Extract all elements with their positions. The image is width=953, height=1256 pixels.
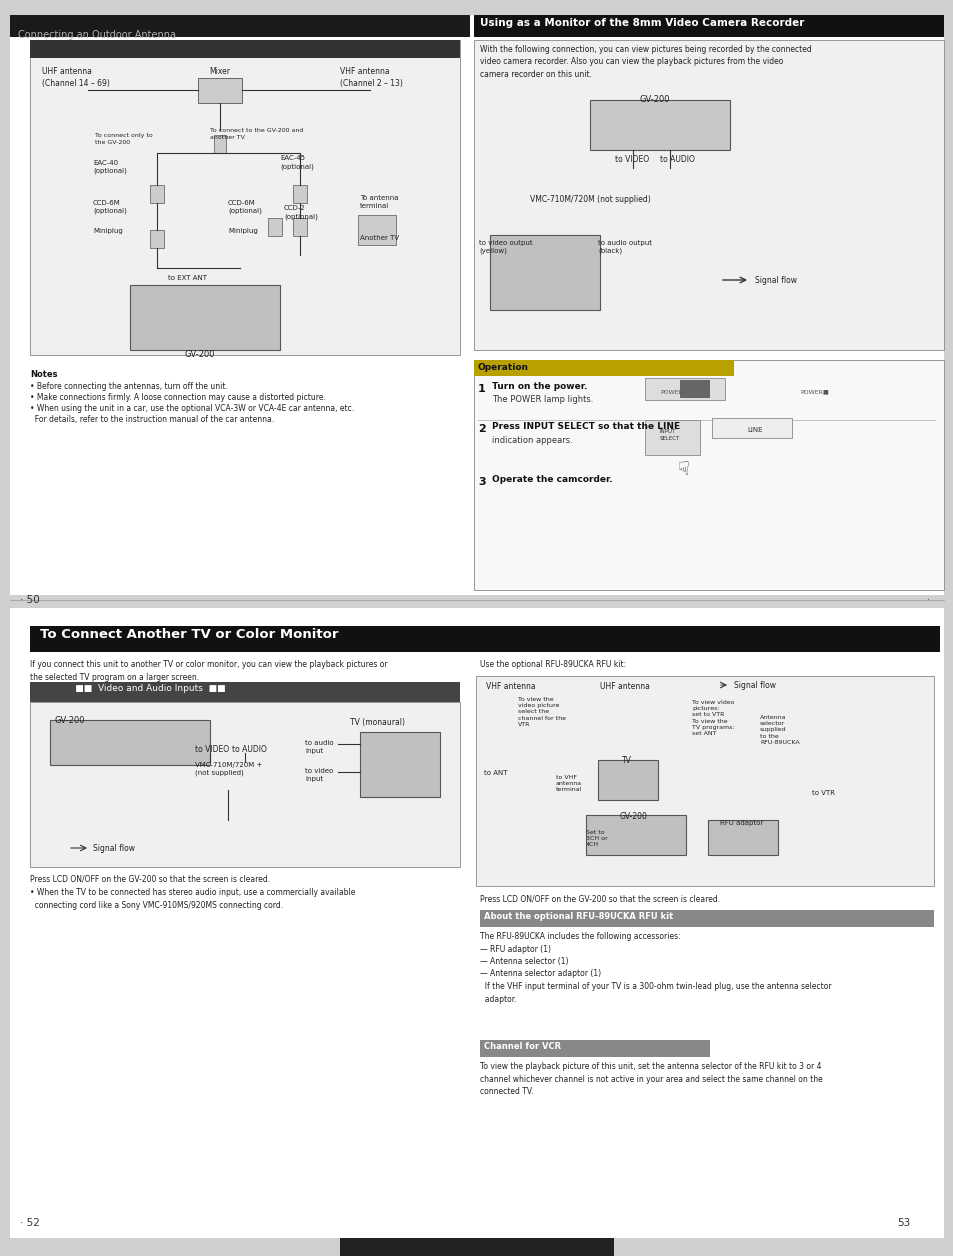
Text: About the optional RFU-89UCKA RFU kit: About the optional RFU-89UCKA RFU kit — [483, 912, 673, 921]
Bar — [479, 911, 933, 927]
Bar — [479, 1040, 709, 1058]
Text: indication appears.: indication appears. — [492, 436, 572, 445]
Text: To view video
pictures:
set to VTR
To view the
TV programs:
set ANT: To view video pictures: set to VTR To vi… — [691, 700, 734, 736]
Bar — [293, 219, 307, 236]
Bar — [50, 720, 210, 765]
Bar — [293, 185, 307, 203]
Bar — [268, 219, 282, 236]
Text: ·: · — [926, 595, 929, 605]
Text: Signal flow: Signal flow — [92, 844, 135, 853]
Text: 1: 1 — [477, 384, 485, 394]
Text: Miniplug: Miniplug — [92, 229, 123, 234]
Text: Connecting an Outdoor Antenna: Connecting an Outdoor Antenna — [18, 30, 175, 40]
Text: UHF antenna
(Channel 14 – 69): UHF antenna (Channel 14 – 69) — [42, 67, 110, 88]
Text: EAC-40
(optional): EAC-40 (optional) — [92, 160, 127, 175]
Text: To view the playback picture of this unit, set the antenna selector of the RFU k: To view the playback picture of this uni… — [479, 1063, 821, 1096]
Text: to video output
(yellow): to video output (yellow) — [478, 240, 532, 255]
Bar — [707, 820, 778, 855]
Text: The RFU-89UCKA includes the following accessories:
— RFU adaptor (1)
— Antenna s: The RFU-89UCKA includes the following ac… — [479, 932, 831, 1004]
Text: GV-200: GV-200 — [639, 95, 670, 104]
Bar — [474, 360, 943, 590]
Text: • When using the unit in a car, use the optional VCA-3W or VCA-4E car antenna, e: • When using the unit in a car, use the … — [30, 404, 354, 413]
Text: ☟: ☟ — [678, 460, 689, 479]
Text: VHF antenna: VHF antenna — [485, 682, 535, 691]
Text: Operation: Operation — [477, 363, 529, 372]
Text: With the following connection, you can view pictures being recorded by the conne: With the following connection, you can v… — [479, 45, 811, 79]
Text: to video
input: to video input — [305, 767, 333, 782]
Text: Turn on the power.: Turn on the power. — [492, 382, 587, 391]
Text: Operate the camcorder.: Operate the camcorder. — [492, 475, 612, 484]
Bar — [130, 285, 280, 350]
Text: To view the
video picture
select the
channel for the
VTR: To view the video picture select the cha… — [517, 697, 565, 727]
Text: UHF antenna: UHF antenna — [599, 682, 649, 691]
Bar — [30, 625, 939, 652]
Text: Miniplug: Miniplug — [228, 229, 257, 234]
Text: TV (monaural): TV (monaural) — [350, 718, 405, 727]
Text: ■■  Video and Audio Inputs  ■■: ■■ Video and Audio Inputs ■■ — [35, 685, 226, 693]
Bar — [150, 185, 164, 203]
Text: to audio output
(black): to audio output (black) — [598, 240, 651, 255]
Bar — [10, 15, 943, 595]
Text: Notes: Notes — [30, 371, 57, 379]
Text: GV-200: GV-200 — [619, 811, 647, 821]
Bar — [679, 381, 709, 398]
Text: Press LCD ON/OFF on the GV-200 so that the screen is cleared.: Press LCD ON/OFF on the GV-200 so that t… — [479, 896, 720, 904]
Text: CCD-6M
(optional): CCD-6M (optional) — [228, 200, 262, 215]
Bar — [474, 40, 943, 350]
Bar — [490, 235, 599, 310]
Text: to VHF
antenna
terminal: to VHF antenna terminal — [556, 775, 581, 793]
Text: EAC-45
(optional): EAC-45 (optional) — [280, 154, 314, 170]
Bar — [359, 732, 439, 798]
Text: POWER■: POWER■ — [800, 389, 828, 394]
Text: to VIDEO: to VIDEO — [194, 745, 229, 754]
Text: To connect only to
the GV-200: To connect only to the GV-200 — [95, 133, 152, 144]
Bar — [30, 40, 459, 58]
Text: CCD-6M
(optional): CCD-6M (optional) — [92, 200, 127, 215]
Text: For details, refer to the instruction manual of the car antenna.: For details, refer to the instruction ma… — [30, 414, 274, 425]
Text: Channel for VCR: Channel for VCR — [483, 1042, 560, 1051]
Text: · 50: · 50 — [20, 595, 40, 605]
Text: to audio
input: to audio input — [305, 740, 334, 754]
Text: 53: 53 — [896, 1218, 909, 1228]
Text: VMC-710M/720M +
(not supplied): VMC-710M/720M + (not supplied) — [194, 762, 262, 776]
Text: If you connect this unit to another TV or color monitor, you can view the playba: If you connect this unit to another TV o… — [30, 659, 387, 682]
Bar — [585, 815, 685, 855]
Bar — [30, 682, 459, 702]
Text: Antenna
selector
supplied
to the
RFU-89UCKA: Antenna selector supplied to the RFU-89U… — [760, 715, 799, 745]
Bar — [357, 215, 395, 245]
Text: GV-200: GV-200 — [55, 716, 86, 725]
Bar — [476, 676, 933, 885]
Bar — [10, 608, 943, 1238]
Text: Using as a Monitor of the 8mm Video Camera Recorder: Using as a Monitor of the 8mm Video Came… — [479, 18, 803, 28]
Text: To Connect Another TV or Color Monitor: To Connect Another TV or Color Monitor — [40, 628, 338, 641]
Text: INPUT
SELECT: INPUT SELECT — [659, 430, 679, 441]
Text: Another TV: Another TV — [359, 235, 398, 241]
Bar — [644, 420, 700, 455]
Text: to AUDIO: to AUDIO — [659, 154, 694, 165]
Text: The POWER lamp lights.: The POWER lamp lights. — [492, 394, 593, 404]
Text: Press INPUT SELECT so that the LINE: Press INPUT SELECT so that the LINE — [492, 422, 679, 431]
Text: VMC-710M/720M (not supplied): VMC-710M/720M (not supplied) — [530, 195, 650, 203]
Bar — [644, 378, 724, 399]
Bar — [598, 760, 658, 800]
Bar — [711, 418, 791, 438]
Text: RFU adaptor: RFU adaptor — [720, 820, 762, 826]
Bar — [10, 15, 470, 36]
Bar — [339, 1238, 614, 1256]
Text: Signal flow: Signal flow — [754, 276, 796, 285]
Text: CCD-2
(optional): CCD-2 (optional) — [284, 205, 317, 220]
Text: GV-200: GV-200 — [185, 350, 215, 359]
Text: 3: 3 — [477, 477, 485, 487]
Text: Signal flow: Signal flow — [733, 681, 775, 690]
Text: To antenna
terminal: To antenna terminal — [359, 195, 398, 208]
Text: to ANT: to ANT — [483, 770, 507, 776]
Text: to VTR: to VTR — [811, 790, 834, 796]
Bar — [150, 230, 164, 247]
Text: VHF antenna
(Channel 2 – 13): VHF antenna (Channel 2 – 13) — [339, 67, 402, 88]
Bar — [213, 134, 226, 153]
Text: to VIDEO: to VIDEO — [615, 154, 648, 165]
Text: to EXT ANT: to EXT ANT — [168, 275, 207, 281]
Bar — [30, 702, 459, 867]
Text: · 52: · 52 — [20, 1218, 40, 1228]
Text: Use the optional RFU-89UCKA RFU kit:: Use the optional RFU-89UCKA RFU kit: — [479, 659, 625, 669]
